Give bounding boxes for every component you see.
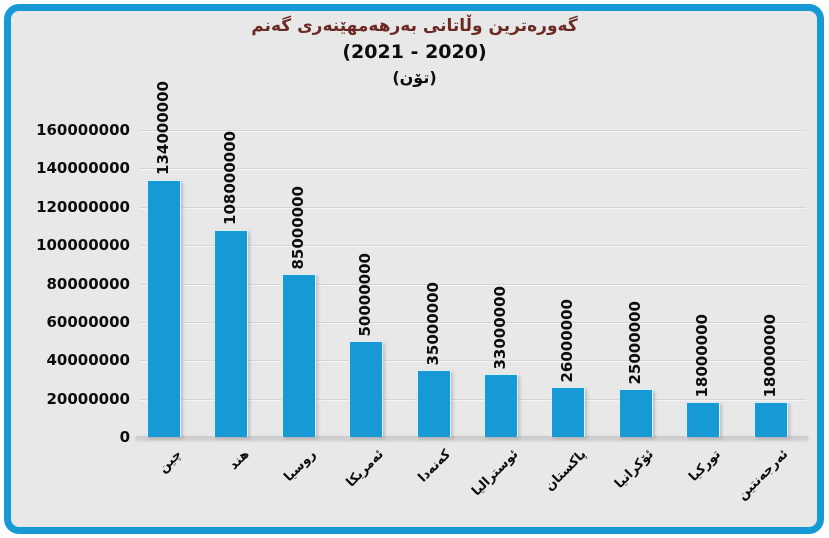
y-axis-tick-label: 100000000 [36,236,130,255]
y-axis-tick-label: 80000000 [46,274,131,293]
y-axis-tick-label: 120000000 [36,197,130,216]
bar-value-label: 50000000 [356,252,375,337]
chart-title-unit: (تۆن) [392,68,437,87]
gridline [140,283,806,285]
y-axis-tick-label: 60000000 [46,312,131,331]
gridline [140,321,806,323]
chart-title-main: گەورەترین وڵاتانی بەرهەمهێنەری گەنم [251,16,578,36]
bar-value-label: 18000000 [760,313,779,398]
bar-value-label: 18000000 [693,313,712,398]
gridline [140,245,806,247]
plot-area: 134000000 چین 108000000 هند 85000000 روسیا 500… [136,81,808,503]
bar-value-label: 25000000 [625,300,644,385]
gridline [140,360,806,362]
bar-8 [686,402,721,437]
gridline [140,130,806,131]
y-axis-tick-label: 20000000 [46,389,131,408]
y-axis-tick-label: 140000000 [36,159,130,178]
chart-title: گەورەترین وڵاتانی بەرهەمهێنەری گەنم (202… [0,13,829,90]
gridline [140,398,806,400]
bar-3 [349,341,384,437]
bar-1 [214,230,249,437]
chart-title-years: (2020 - 2021) [342,41,487,63]
y-axis-tick-label: 0 [119,428,130,446]
bar-6 [551,387,586,437]
x-axis-line [136,436,808,438]
y-axis-tick-label: 40000000 [46,351,131,370]
chart-frame [4,4,824,534]
bar-0 [147,180,181,437]
bar-value-label: 85000000 [288,185,307,270]
gridline [140,168,806,170]
bar-value-label: 26000000 [558,298,577,383]
y-axis-tick-label: 160000000 [36,121,130,139]
bar-4 [416,370,451,437]
bar-2 [281,274,316,437]
bar-value-label: 35000000 [423,281,442,366]
bar-7 [618,389,653,437]
gridline [140,206,806,208]
bar-value-label: 134000000 [154,81,172,175]
bar-value-label: 33000000 [491,285,509,370]
bar-5 [484,374,518,437]
bar-9 [753,402,788,437]
bar-value-label: 108000000 [221,131,240,225]
